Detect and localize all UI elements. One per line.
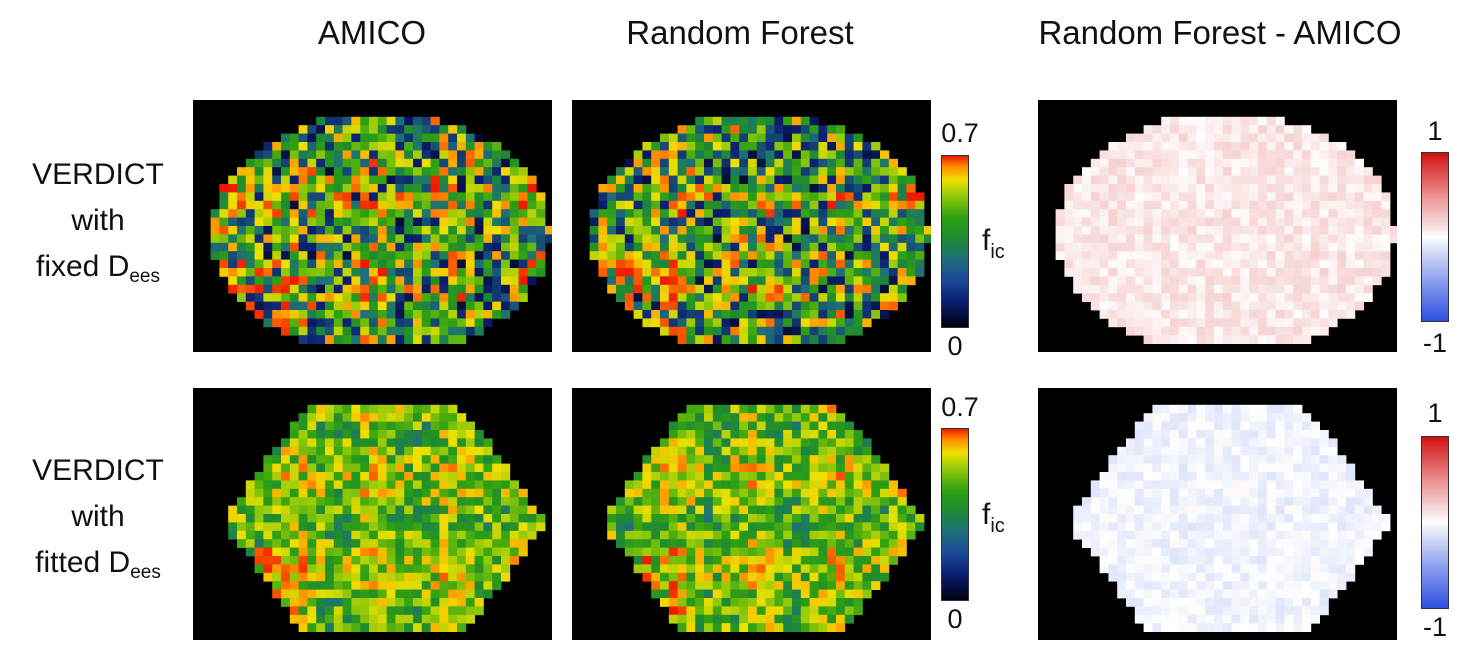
map-amico-fitted	[193, 388, 552, 640]
map-rf-fitted	[572, 388, 931, 640]
colorbar-fic-min-label: 0	[947, 604, 963, 634]
colorbar-diff-max-label: 1	[1427, 398, 1443, 428]
map-rf-fixed	[572, 100, 931, 352]
row-label-line3: fixed Dees	[8, 244, 188, 290]
colorbar-diff	[1421, 152, 1449, 322]
map-diff-fixed-image	[1055, 116, 1397, 344]
map-rf-fitted-image	[607, 404, 925, 632]
colorbar-diff-min-label: -1	[1422, 612, 1447, 642]
colorbar-diff	[1421, 436, 1449, 609]
row-label-line1: VERDICT	[32, 158, 164, 191]
row-label-subscript: ees	[130, 562, 161, 583]
map-diff-fitted-image	[1073, 404, 1391, 632]
fic-subscript: ic	[990, 241, 1005, 263]
row-label-fixed: VERDICT with fixed Dees	[8, 152, 188, 290]
column-title-amico: AMICO	[317, 14, 427, 51]
colorbar-diff-max-label: 1	[1427, 116, 1443, 146]
colorbar-fic-min-label: 0	[947, 331, 963, 361]
colorbar-fic	[941, 155, 969, 328]
map-amico-fixed-image	[210, 116, 552, 344]
map-rf-fixed-image	[589, 116, 931, 344]
colorbar-fic-max-label: 0.7	[941, 392, 979, 422]
colorbar-fic-label: fic	[982, 224, 1005, 262]
row-label-fitted: VERDICT with fitted Dees	[8, 448, 188, 586]
row-label-subscript: ees	[129, 266, 160, 287]
column-title-difference: Random Forest - AMICO	[1038, 14, 1402, 51]
colorbar-fic	[941, 428, 969, 601]
colorbar-diff-min-label: -1	[1422, 328, 1447, 358]
colorbar-fic-label: fic	[982, 498, 1005, 536]
map-diff-fixed	[1038, 100, 1397, 352]
row-label-param: fixed D	[35, 250, 130, 283]
map-amico-fitted-image	[228, 404, 546, 632]
row-label-line2: with	[71, 204, 125, 237]
colorbar-fic-max-label: 0.7	[941, 118, 979, 148]
row-label-param: fitted D	[35, 546, 131, 579]
fic-symbol: f	[982, 498, 991, 531]
map-diff-fitted	[1038, 388, 1397, 640]
row-label-line3: fitted Dees	[8, 540, 188, 586]
row-label-line1: VERDICT	[32, 454, 164, 487]
column-title-random-forest: Random Forest	[626, 14, 854, 51]
row-label-line2: with	[71, 500, 125, 533]
fic-symbol: f	[982, 224, 991, 257]
map-amico-fixed	[193, 100, 552, 352]
fic-subscript: ic	[990, 515, 1005, 537]
